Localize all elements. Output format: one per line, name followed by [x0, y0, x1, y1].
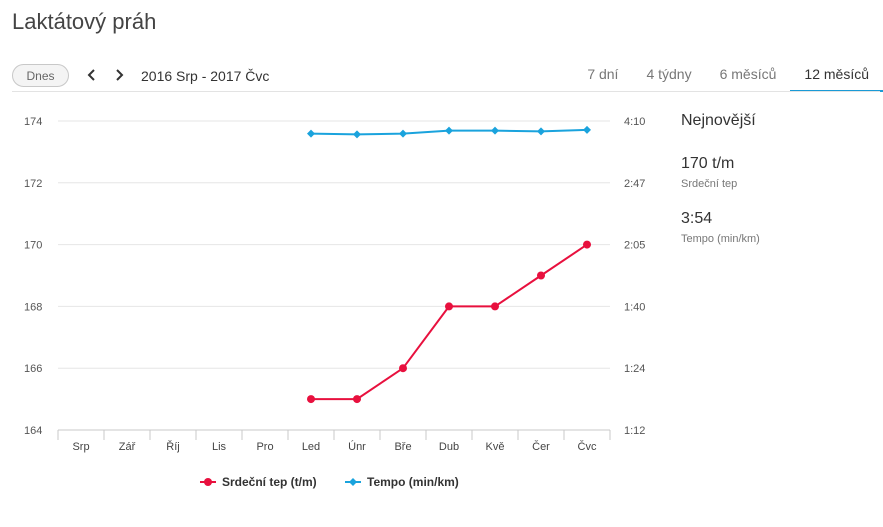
x-axis-tick-label: Únr — [348, 440, 366, 453]
x-axis-tick-label: Zář — [119, 441, 136, 453]
pace-point — [307, 129, 315, 138]
today-button[interactable]: Dnes — [12, 64, 69, 87]
x-axis-tick-label: Pro — [256, 441, 273, 453]
x-axis-tick-label: Čer — [532, 440, 550, 453]
pace-point — [583, 125, 591, 134]
latest-panel: Nejnovější 170 t/m Srdeční tep 3:54 Temp… — [681, 112, 760, 265]
left-axis-tick-label: 174 — [24, 116, 42, 128]
chevron-left-icon — [87, 69, 95, 81]
heart-rate-label: Srdeční tep — [681, 178, 738, 190]
heart-rate-point — [583, 240, 591, 249]
left-axis-tick-label: 164 — [24, 425, 42, 437]
legend-label: Tempo (min/km) — [367, 475, 459, 489]
x-axis-tick-label: Bře — [394, 441, 411, 453]
x-axis-tick-label: Srp — [72, 441, 89, 453]
right-axis-tick-label: 1:40 — [624, 301, 645, 313]
legend-label: Srdeční tep (t/m) — [222, 475, 317, 489]
next-period-button[interactable] — [110, 66, 128, 84]
pace-value: 3:54 — [681, 210, 713, 227]
heart-rate-point — [537, 271, 545, 280]
heart-rate-point — [307, 395, 315, 404]
heart-rate-value: 170 t/m — [681, 155, 735, 172]
tab-12-months[interactable]: 12 měsíců — [790, 60, 883, 92]
date-range-label: 2016 Srp - 2017 Čvc — [141, 68, 270, 84]
tab-6-months[interactable]: 6 měsíců — [719, 66, 777, 82]
pace-point — [399, 129, 407, 138]
right-axis-tick-label: 2:05 — [624, 240, 645, 252]
legend-marker — [204, 478, 212, 486]
lactate-threshold-chart: 164 166 168 170 172 174 1:12 1:24 1:40 2:05 2:47 4:… — [24, 116, 645, 489]
tab-7-days[interactable]: 7 dní — [587, 66, 619, 82]
pace-point — [353, 130, 361, 139]
right-axis-tick-label: 1:24 — [624, 363, 645, 375]
heart-rate-point — [445, 302, 453, 311]
x-axis-tick-label: Čvc — [578, 440, 597, 453]
x-axis-tick-label: Led — [302, 441, 320, 453]
right-axis-tick-label: 1:12 — [624, 425, 645, 437]
tab-4-weeks[interactable]: 4 týdny — [646, 66, 692, 82]
x-axis-tick-label: Dub — [439, 441, 459, 453]
toolbar: Dnes 2016 Srp - 2017 Čvc 7 dní 4 týdny 6… — [0, 60, 883, 92]
heart-rate-point — [399, 364, 407, 373]
left-axis-tick-label: 166 — [24, 363, 42, 375]
x-axis-tick-label: Kvě — [486, 441, 505, 453]
left-axis-tick-label: 172 — [24, 178, 42, 190]
heart-rate-point — [491, 302, 499, 311]
right-axis-tick-label: 4:10 — [624, 116, 645, 128]
left-axis-tick-label: 170 — [24, 240, 42, 252]
x-axis-tick-label: Říj — [166, 440, 179, 453]
pace-label: Tempo (min/km) — [681, 233, 760, 245]
pace-point — [491, 126, 499, 135]
right-axis-tick-label: 2:47 — [624, 178, 645, 190]
left-axis-tick-label: 168 — [24, 301, 42, 313]
chevron-right-icon — [116, 69, 124, 81]
previous-period-button[interactable] — [83, 66, 101, 84]
pace-point — [537, 127, 545, 136]
pace-point — [445, 126, 453, 135]
legend-marker — [349, 478, 357, 486]
heart-rate-point — [353, 395, 361, 404]
page-title: Laktátový práh — [12, 9, 157, 34]
latest-heading: Nejnovější — [681, 112, 756, 129]
toolbar-divider — [12, 91, 880, 92]
x-axis-tick-label: Lis — [212, 441, 227, 453]
heart-rate-line — [311, 243, 588, 401]
period-tabs: 7 dní 4 týdny 6 měsíců 12 měsíců — [573, 60, 883, 92]
